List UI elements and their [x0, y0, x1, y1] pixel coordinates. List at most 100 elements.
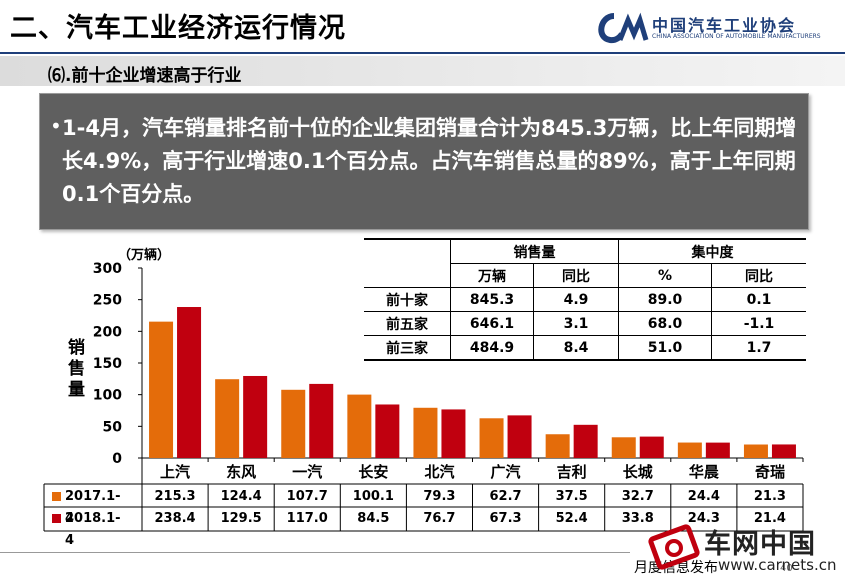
watermark-url: www.carnets.cn — [718, 556, 837, 574]
cell: -1.1 — [711, 311, 806, 336]
x-tick-label: 上汽 — [160, 463, 190, 481]
legend-label: 2018.1-4 — [65, 511, 121, 548]
subtitle-text: ⑹.前十企业增速高于行业 — [48, 66, 242, 86]
subheader-units: 万辆 — [450, 263, 534, 288]
concentration-table: 销售量 集中度 万辆 同比 % 同比 前十家 845.3 4.9 89.0 0.… — [364, 238, 806, 361]
data-label: 84.5 — [357, 511, 390, 526]
x-tick-label: 一汽 — [292, 463, 322, 481]
data-label: 79.3 — [423, 489, 456, 504]
legend-swatch — [52, 492, 61, 501]
data-label: 52.4 — [555, 511, 588, 526]
logo-text-en: CHINA ASSOCIATION OF AUTOMOBILE MANUFACT… — [652, 33, 821, 40]
x-tick-label: 华晨 — [689, 463, 720, 481]
cell: 484.9 — [450, 335, 534, 361]
watermark-logo-icon — [648, 524, 700, 570]
data-label: 129.5 — [220, 511, 262, 526]
bar-2017.1-4-长安 — [347, 394, 372, 458]
y-tick-label: 50 — [103, 419, 123, 435]
page-number: 40 — [780, 563, 793, 574]
y-axis-title: 销售量 — [68, 338, 85, 400]
data-label: 33.8 — [621, 511, 654, 526]
bar-2017.1-4-广汽 — [479, 418, 504, 458]
footer-text: 月度信息发布 — [634, 560, 718, 576]
bar-2018.1-4-华晨 — [705, 442, 730, 458]
summary-text: 1-4月，汽车销量排名前十位的企业集团销量合计为845.3万辆，比上年同期增长4… — [62, 116, 797, 206]
data-label: 215.3 — [154, 489, 196, 504]
row-label: 前十家 — [364, 287, 451, 312]
bar-2017.1-4-一汽 — [281, 389, 306, 458]
header-sales: 销售量 — [450, 238, 619, 264]
bar-2017.1-4-华晨 — [677, 442, 702, 458]
table-row: 前五家 646.1 3.1 68.0 -1.1 — [364, 311, 806, 336]
data-label: 67.3 — [489, 511, 522, 526]
bar-2018.1-4-东风 — [243, 375, 268, 458]
caam-logo-icon — [598, 12, 649, 44]
data-label: 21.4 — [753, 511, 786, 526]
x-tick-label: 吉利 — [557, 463, 587, 481]
data-label: 238.4 — [154, 511, 196, 526]
unit-label: （万辆） — [118, 248, 171, 263]
subheader-percent: % — [618, 263, 712, 288]
bar-2018.1-4-长安 — [375, 404, 400, 458]
cell: 4.9 — [533, 287, 619, 312]
cell: 845.3 — [450, 287, 534, 312]
x-tick-label: 长城 — [623, 463, 653, 481]
bar-2017.1-4-吉利 — [545, 434, 570, 458]
cell: 1.7 — [711, 335, 806, 361]
cell: 68.0 — [618, 311, 712, 336]
header-concentration: 集中度 — [618, 238, 806, 264]
logo-text-cn: 中国汽车工业协会 — [652, 16, 797, 35]
watermark-text: 车网中国 — [704, 529, 816, 560]
bar-2018.1-4-吉利 — [573, 424, 598, 458]
bar-2017.1-4-上汽 — [149, 321, 174, 458]
bar-2018.1-4-上汽 — [177, 307, 202, 458]
cell: 51.0 — [618, 335, 712, 361]
summary-callout: • 1-4月，汽车销量排名前十位的企业集团销量合计为845.3万辆，比上年同期增… — [39, 93, 809, 230]
x-tick-label: 广汽 — [491, 463, 521, 481]
data-label: 32.7 — [621, 489, 654, 504]
x-tick-label: 东风 — [226, 463, 256, 481]
data-label: 107.7 — [286, 489, 328, 504]
x-tick-label: 奇瑞 — [755, 463, 785, 481]
bar-2018.1-4-广汽 — [507, 415, 532, 458]
subtitle-bar: ⑹.前十企业增速高于行业 — [0, 56, 845, 86]
row-label: 前三家 — [364, 335, 451, 361]
data-label: 21.3 — [753, 489, 786, 504]
bullet-icon: • — [50, 114, 62, 138]
legend-swatch — [52, 514, 61, 523]
bar-2018.1-4-长城 — [639, 436, 664, 458]
x-tick-label: 长安 — [358, 463, 388, 481]
subheader-yoy-2: 同比 — [711, 263, 806, 288]
data-label: 76.7 — [423, 511, 456, 526]
data-label: 24.3 — [687, 511, 720, 526]
header-rule — [0, 52, 845, 54]
bar-2018.1-4-一汽 — [309, 383, 334, 458]
y-tick-label: 200 — [93, 324, 122, 340]
data-label: 124.4 — [220, 489, 262, 504]
bar-2017.1-4-奇瑞 — [743, 444, 768, 458]
y-tick-label: 100 — [93, 388, 122, 404]
y-tick-label: 150 — [93, 356, 122, 372]
cell: 89.0 — [618, 287, 712, 312]
table-corner — [364, 238, 451, 288]
subheader-yoy: 同比 — [533, 263, 619, 288]
bar-2018.1-4-奇瑞 — [771, 444, 796, 458]
bar-2017.1-4-北汽 — [413, 407, 438, 458]
data-label: 37.5 — [555, 489, 588, 504]
cell: 8.4 — [533, 335, 619, 361]
cell: 3.1 — [533, 311, 619, 336]
bar-2017.1-4-东风 — [215, 379, 240, 458]
x-tick-label: 北汽 — [424, 463, 454, 481]
table-row: 前十家 845.3 4.9 89.0 0.1 — [364, 287, 806, 312]
cell: 646.1 — [450, 311, 534, 336]
page-title: 二、汽车工业经济运行情况 — [10, 13, 346, 44]
footer-rule — [0, 552, 630, 553]
watermark: 车网中国 www.carnets.cn — [648, 520, 844, 578]
bar-2018.1-4-北汽 — [441, 409, 466, 458]
cell: 0.1 — [711, 287, 806, 312]
y-tick-label: 300 — [93, 261, 122, 277]
y-tick-label: 0 — [112, 451, 122, 467]
row-label: 前五家 — [364, 311, 451, 336]
bar-2017.1-4-长城 — [611, 437, 636, 458]
